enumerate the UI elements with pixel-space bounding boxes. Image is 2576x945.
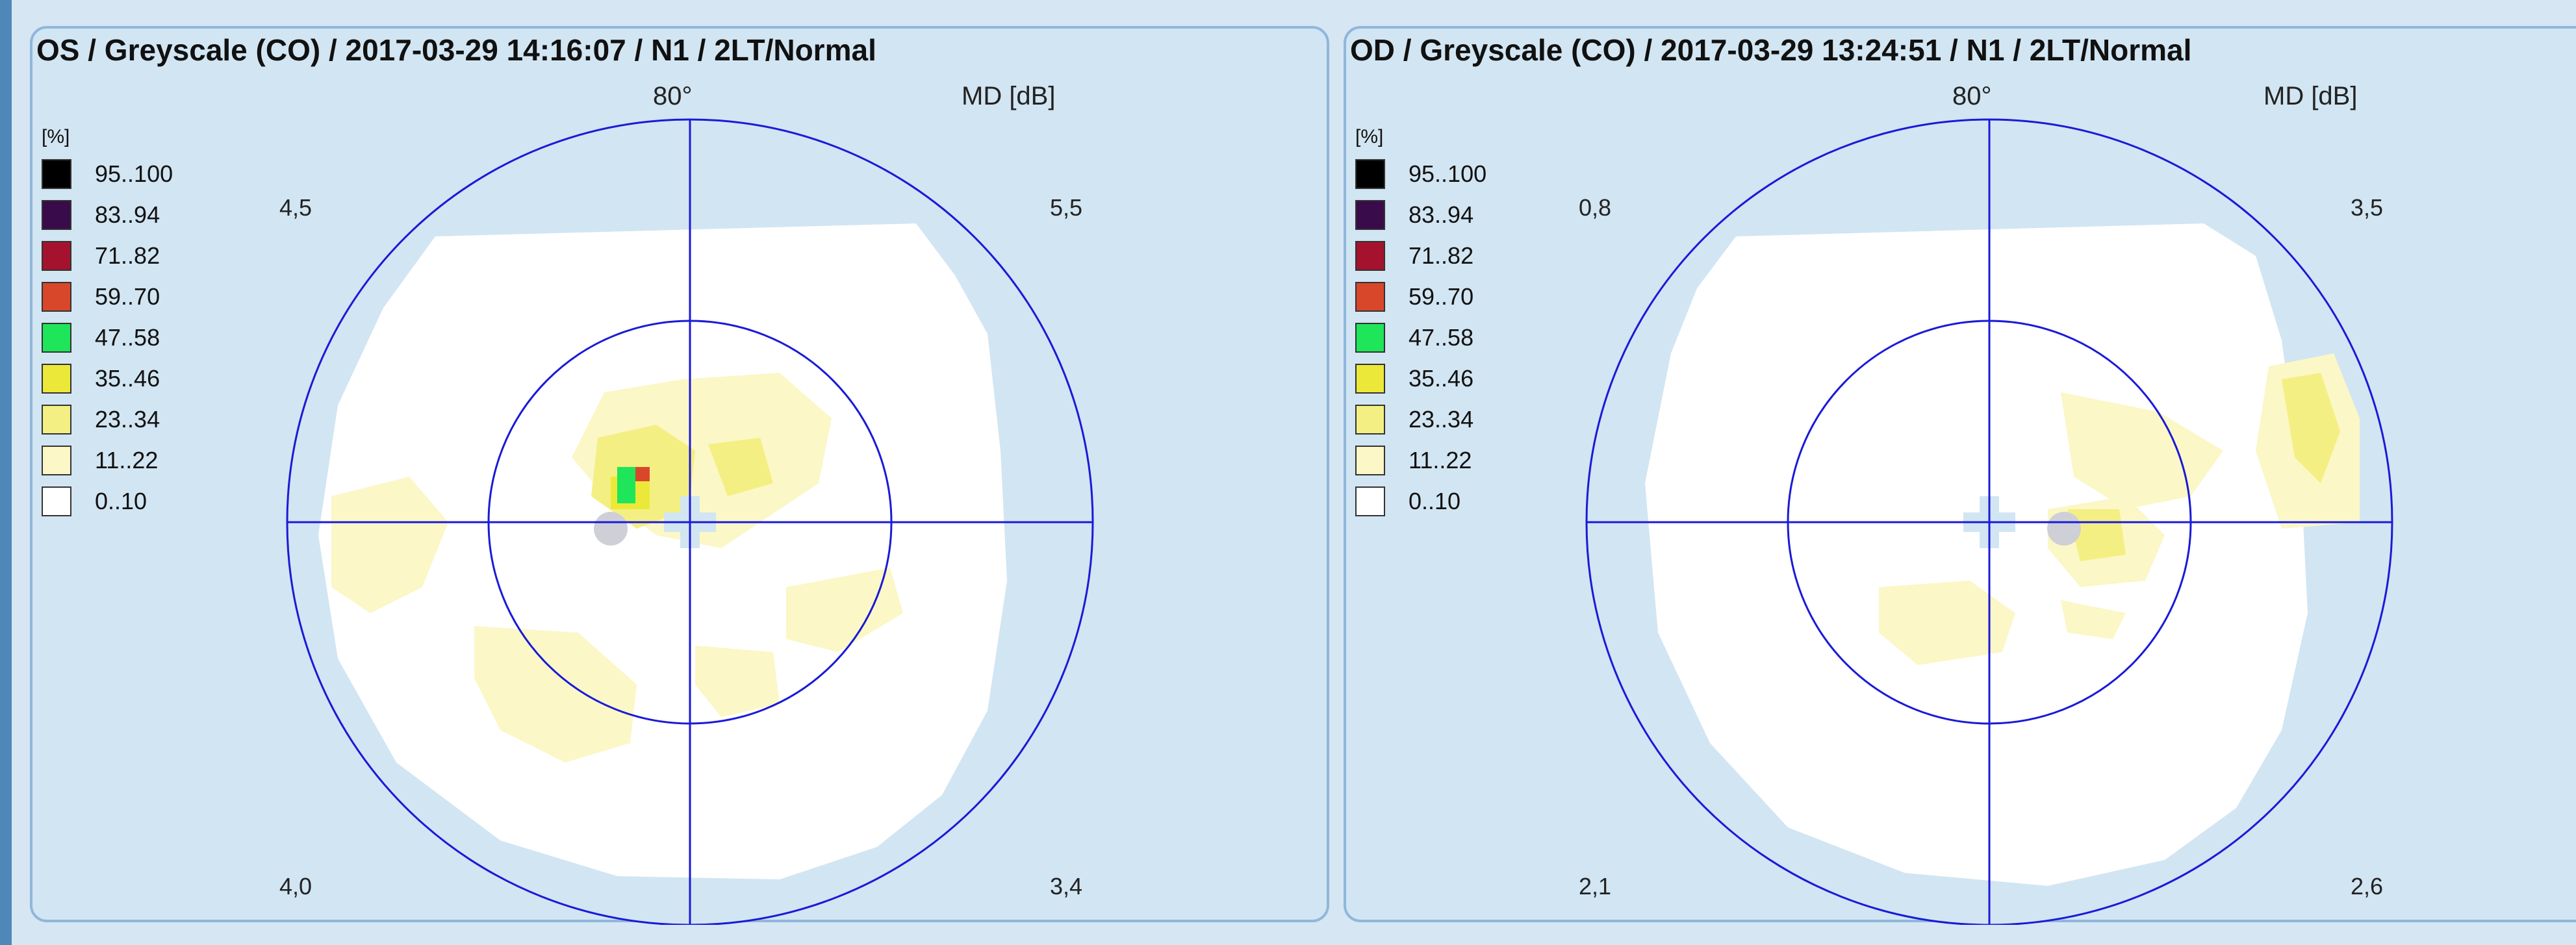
od-legend-row: 35..46 (1355, 358, 1486, 399)
od-field-map (1585, 118, 2393, 925)
od-normal-region (1645, 223, 2308, 886)
os-legend-swatch (42, 363, 71, 394)
od-legend-row: 47..58 (1355, 317, 1486, 358)
os-legend-row: 0..10 (42, 481, 173, 522)
os-legend-row: 59..70 (42, 276, 173, 317)
os-legend-label: 59..70 (95, 283, 160, 310)
od-legend-row: 11..22 (1355, 440, 1486, 481)
os-md-label: MD [dB] (962, 82, 1056, 110)
os-defect-temporal (786, 568, 903, 652)
os-legend-swatch (42, 199, 71, 230)
os-legend-row: 71..82 (42, 235, 173, 276)
od-legend-row: 23..34 (1355, 399, 1486, 440)
od-angle-label: 80° (1952, 82, 1992, 110)
os-legend-swatch (42, 240, 71, 271)
od-legend-row: 59..70 (1355, 276, 1486, 317)
os-field-map (286, 118, 1094, 925)
os-blind-spot (594, 512, 628, 546)
od-defect-temporal-moderate (2282, 373, 2340, 483)
os-legend-swatch (42, 322, 71, 353)
os-defect-moderate-2 (708, 438, 773, 496)
os-angle-label: 80° (653, 82, 693, 110)
os-legend-label: 95..100 (95, 160, 173, 187)
os-defect-nasal (331, 477, 448, 613)
od-md-top-left: 0,8 (1579, 194, 1612, 221)
os-visual-field-panel: OS / Greyscale (CO) / 2017-03-29 14:16:0… (30, 26, 1329, 925)
os-md-bottom-left: 4,0 (279, 873, 312, 900)
od-legend-unit: [%] (1355, 126, 1384, 147)
od-md-bottom-right: 2,6 (2351, 873, 2384, 900)
od-panel-title: OD / Greyscale (CO) / 2017-03-29 13:24:5… (1350, 33, 2192, 67)
od-visual-field-panel: OD / Greyscale (CO) / 2017-03-29 13:24:5… (1344, 26, 2576, 925)
os-legend-label: 83..94 (95, 201, 160, 228)
od-defect-lower (2061, 600, 2126, 639)
od-legend-row: 95..100 (1355, 153, 1486, 194)
os-legend-row: 47..58 (42, 317, 173, 358)
od-legend-swatch (1355, 199, 1385, 230)
os-legend-label: 35..46 (95, 364, 160, 392)
os-legend-row: 23..34 (42, 399, 173, 440)
os-legend-row: 83..94 (42, 194, 173, 235)
od-legend-label: 23..34 (1409, 405, 1474, 433)
os-legend-label: 0..10 (95, 487, 147, 514)
window-left-edge (0, 0, 12, 945)
os-legend-swatch (42, 158, 71, 189)
od-legend-swatch (1355, 240, 1385, 271)
od-legend-label: 47..58 (1409, 323, 1474, 351)
os-defect-inferior (474, 626, 637, 762)
os-normal-region (318, 223, 1007, 879)
od-legend-label: 71..82 (1409, 242, 1474, 269)
od-legend-label: 59..70 (1409, 283, 1474, 310)
od-md-label: MD [dB] (2264, 82, 2358, 110)
od-legend-swatch (1355, 322, 1385, 353)
os-legend-label: 47..58 (95, 323, 160, 351)
os-legend-row: 11..22 (42, 440, 173, 481)
os-cell-green-1 (617, 467, 635, 485)
os-legend-label: 71..82 (95, 242, 160, 269)
os-cell-green-2 (617, 485, 635, 503)
os-defect-lower-center (695, 646, 780, 717)
os-legend: [%] 95..100 83..94 71..82 59..70 47..58 … (42, 126, 173, 522)
os-legend-swatch (42, 445, 71, 475)
os-legend-swatch (42, 404, 71, 435)
od-legend-swatch (1355, 281, 1385, 312)
os-legend-swatch (42, 486, 71, 516)
od-md-bottom-left: 2,1 (1579, 873, 1612, 900)
od-legend-label: 0..10 (1409, 487, 1461, 514)
os-legend-unit: [%] (42, 126, 70, 147)
os-legend-label: 23..34 (95, 405, 160, 433)
od-legend-label: 11..22 (1409, 446, 1472, 473)
od-legend-label: 95..100 (1409, 160, 1487, 187)
os-panel-title: OS / Greyscale (CO) / 2017-03-29 14:16:0… (36, 33, 876, 67)
os-md-top-left: 4,5 (279, 194, 312, 221)
od-defect-inferior (1879, 581, 2015, 665)
od-legend-label: 83..94 (1409, 201, 1474, 228)
os-legend-swatch (42, 281, 71, 312)
os-cell-red (635, 467, 650, 481)
od-legend-row: 83..94 (1355, 194, 1486, 235)
od-legend-swatch (1355, 363, 1385, 394)
od-legend-swatch (1355, 404, 1385, 435)
od-legend-row: 0..10 (1355, 481, 1486, 522)
od-legend-swatch (1355, 486, 1385, 516)
os-md-bottom-right: 3,4 (1050, 873, 1083, 900)
os-legend-row: 95..100 (42, 153, 173, 194)
od-legend-label: 35..46 (1409, 364, 1474, 392)
os-legend-label: 11..22 (95, 446, 159, 473)
od-legend-row: 71..82 (1355, 235, 1486, 276)
od-defect-upper (2061, 392, 2223, 509)
od-legend-swatch (1355, 445, 1385, 475)
od-legend-swatch (1355, 158, 1385, 189)
od-legend: [%] 95..100 83..94 71..82 59..70 47..58 … (1355, 126, 1486, 522)
os-legend-row: 35..46 (42, 358, 173, 399)
os-md-top-right: 5,5 (1050, 194, 1083, 221)
od-md-top-right: 3,5 (2351, 194, 2384, 221)
od-blind-spot (2047, 512, 2081, 546)
